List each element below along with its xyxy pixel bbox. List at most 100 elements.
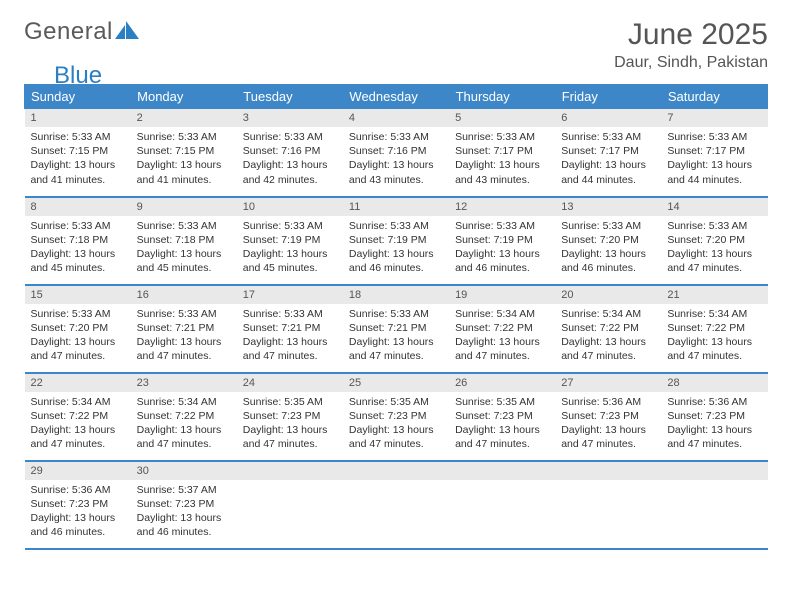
sunset-line: Sunset: 7:15 PM — [31, 144, 125, 158]
day-number: 12 — [449, 198, 555, 216]
calendar-cell: 7Sunrise: 5:33 AMSunset: 7:17 PMDaylight… — [661, 109, 767, 197]
day-details: Sunrise: 5:35 AMSunset: 7:23 PMDaylight:… — [343, 392, 449, 458]
day-details: Sunrise: 5:33 AMSunset: 7:19 PMDaylight:… — [237, 216, 343, 282]
sunrise-line: Sunrise: 5:33 AM — [561, 130, 655, 144]
daylight-line: Daylight: 13 hours and 47 minutes. — [561, 423, 655, 451]
calendar-cell: 6 Sunrise: 5:33 AMSunset: 7:17 PMDaylight… — [555, 109, 661, 197]
sunset-line: Sunset: 7:23 PM — [137, 497, 231, 511]
sunrise-line: Sunrise: 5:33 AM — [31, 307, 125, 321]
day-details: Sunrise: 5:33 AMSunset: 7:20 PMDaylight:… — [555, 216, 661, 282]
sunset-line: Sunset: 7:20 PM — [667, 233, 761, 247]
sunset-line: Sunset: 7:19 PM — [349, 233, 443, 247]
daylight-line: Daylight: 13 hours and 42 minutes. — [243, 158, 337, 186]
sunset-line: Sunset: 7:20 PM — [31, 321, 125, 335]
sunrise-line: Sunrise: 5:37 AM — [137, 483, 231, 497]
calendar-cell: 5Sunrise: 5:33 AMSunset: 7:17 PMDaylight… — [449, 109, 555, 197]
daylight-line: Daylight: 13 hours and 41 minutes. — [31, 158, 125, 186]
daylight-line: Daylight: 13 hours and 47 minutes. — [455, 423, 549, 451]
sunrise-line: Sunrise: 5:33 AM — [243, 130, 337, 144]
sunrise-line: Sunrise: 5:34 AM — [667, 307, 761, 321]
day-number: 11 — [343, 198, 449, 216]
day-details: Sunrise: 5:35 AMSunset: 7:23 PMDaylight:… — [237, 392, 343, 458]
daylight-line: Daylight: 13 hours and 44 minutes. — [667, 158, 761, 186]
sunrise-line: Sunrise: 5:34 AM — [561, 307, 655, 321]
day-number: 9 — [131, 198, 237, 216]
daylight-line: Daylight: 13 hours and 46 minutes. — [31, 511, 125, 539]
daylight-line: Daylight: 13 hours and 47 minutes. — [455, 335, 549, 363]
sunset-line: Sunset: 7:22 PM — [137, 409, 231, 423]
calendar-cell — [555, 461, 661, 549]
day-number: 16 — [131, 286, 237, 304]
day-details: Sunrise: 5:34 AMSunset: 7:22 PMDaylight:… — [661, 304, 767, 370]
sunset-line: Sunset: 7:23 PM — [455, 409, 549, 423]
daylight-line: Daylight: 13 hours and 46 minutes. — [561, 247, 655, 275]
day-details: Sunrise: 5:33 AMSunset: 7:20 PMDaylight:… — [25, 304, 131, 370]
logo: General — [24, 18, 141, 46]
month-title: June 2025 — [614, 18, 768, 52]
day-details: Sunrise: 5:33 AMSunset: 7:21 PMDaylight:… — [237, 304, 343, 370]
day-number: 7 — [661, 109, 767, 127]
day-details: Sunrise: 5:33 AMSunset: 7:21 PMDaylight:… — [131, 304, 237, 370]
calendar-row: 8Sunrise: 5:33 AMSunset: 7:18 PMDaylight… — [25, 197, 768, 285]
weekday-friday: Friday — [555, 85, 661, 109]
calendar-cell: 8Sunrise: 5:33 AMSunset: 7:18 PMDaylight… — [25, 197, 131, 285]
weekday-monday: Monday — [131, 85, 237, 109]
daylight-line: Daylight: 13 hours and 47 minutes. — [243, 335, 337, 363]
daylight-line: Daylight: 13 hours and 46 minutes. — [455, 247, 549, 275]
calendar-cell — [449, 461, 555, 549]
day-number: 10 — [237, 198, 343, 216]
daylight-line: Daylight: 13 hours and 47 minutes. — [137, 423, 231, 451]
daylight-line: Daylight: 13 hours and 43 minutes. — [349, 158, 443, 186]
day-details: Sunrise: 5:33 AMSunset: 7:19 PMDaylight:… — [343, 216, 449, 282]
calendar-cell: 15Sunrise: 5:33 AMSunset: 7:20 PMDayligh… — [25, 285, 131, 373]
sunrise-line: Sunrise: 5:35 AM — [455, 395, 549, 409]
calendar-cell: 17Sunrise: 5:33 AMSunset: 7:21 PMDayligh… — [237, 285, 343, 373]
sunset-line: Sunset: 7:19 PM — [455, 233, 549, 247]
day-details: Sunrise: 5:33 AMSunset: 7:16 PMDaylight:… — [343, 127, 449, 193]
day-number: 18 — [343, 286, 449, 304]
empty-day-number — [449, 462, 555, 480]
calendar-cell — [343, 461, 449, 549]
calendar-cell: 24Sunrise: 5:35 AMSunset: 7:23 PMDayligh… — [237, 373, 343, 461]
sunrise-line: Sunrise: 5:33 AM — [31, 130, 125, 144]
day-number: 8 — [25, 198, 131, 216]
sunset-line: Sunset: 7:20 PM — [561, 233, 655, 247]
sunset-line: Sunset: 7:22 PM — [455, 321, 549, 335]
sunrise-line: Sunrise: 5:35 AM — [349, 395, 443, 409]
day-details: Sunrise: 5:35 AMSunset: 7:23 PMDaylight:… — [449, 392, 555, 458]
daylight-line: Daylight: 13 hours and 45 minutes. — [137, 247, 231, 275]
daylight-line: Daylight: 13 hours and 45 minutes. — [243, 247, 337, 275]
sunrise-line: Sunrise: 5:33 AM — [455, 130, 549, 144]
calendar-cell: 4Sunrise: 5:33 AMSunset: 7:16 PMDaylight… — [343, 109, 449, 197]
calendar-cell: 2Sunrise: 5:33 AMSunset: 7:15 PMDaylight… — [131, 109, 237, 197]
day-number: 5 — [449, 109, 555, 127]
sunset-line: Sunset: 7:23 PM — [349, 409, 443, 423]
sunset-line: Sunset: 7:23 PM — [243, 409, 337, 423]
day-number: 30 — [131, 462, 237, 480]
sunset-line: Sunset: 7:21 PM — [349, 321, 443, 335]
day-number: 20 — [555, 286, 661, 304]
calendar-cell: 23Sunrise: 5:34 AMSunset: 7:22 PMDayligh… — [131, 373, 237, 461]
sunset-line: Sunset: 7:23 PM — [667, 409, 761, 423]
day-number: 23 — [131, 374, 237, 392]
calendar-cell: 14Sunrise: 5:33 AMSunset: 7:20 PMDayligh… — [661, 197, 767, 285]
sunset-line: Sunset: 7:23 PM — [561, 409, 655, 423]
day-number: 17 — [237, 286, 343, 304]
day-number: 3 — [237, 109, 343, 127]
empty-day-number — [343, 462, 449, 480]
daylight-line: Daylight: 13 hours and 47 minutes. — [561, 335, 655, 363]
flag-icon — [115, 20, 141, 48]
sunrise-line: Sunrise: 5:34 AM — [455, 307, 549, 321]
day-details: Sunrise: 5:34 AMSunset: 7:22 PMDaylight:… — [131, 392, 237, 458]
day-details: Sunrise: 5:33 AMSunset: 7:19 PMDaylight:… — [449, 216, 555, 282]
day-number: 13 — [555, 198, 661, 216]
calendar-cell: 1Sunrise: 5:33 AMSunset: 7:15 PMDaylight… — [25, 109, 131, 197]
sunset-line: Sunset: 7:19 PM — [243, 233, 337, 247]
day-details: Sunrise: 5:33 AMSunset: 7:17 PMDaylight:… — [661, 127, 767, 193]
sunset-line: Sunset: 7:17 PM — [561, 144, 655, 158]
calendar-cell: 16Sunrise: 5:33 AMSunset: 7:21 PMDayligh… — [131, 285, 237, 373]
day-number: 6 — [555, 109, 661, 127]
calendar-cell: 11Sunrise: 5:33 AMSunset: 7:19 PMDayligh… — [343, 197, 449, 285]
day-details: Sunrise: 5:33 AMSunset: 7:18 PMDaylight:… — [131, 216, 237, 282]
daylight-line: Daylight: 13 hours and 44 minutes. — [561, 158, 655, 186]
